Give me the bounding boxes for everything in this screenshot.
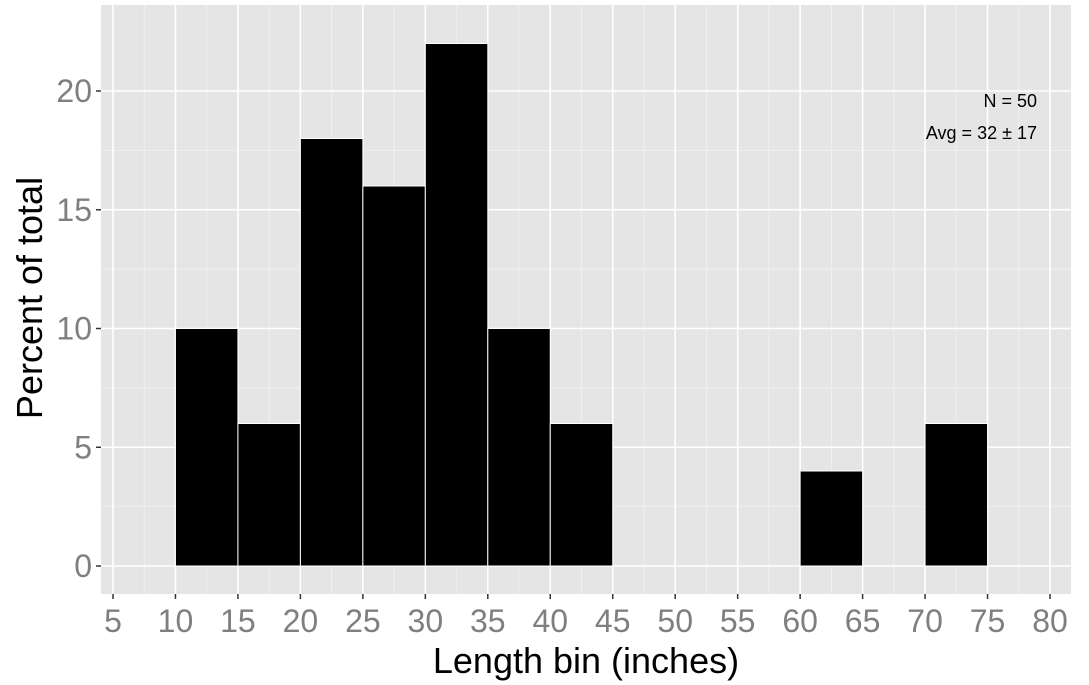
histogram-bar [799,470,864,567]
x-axis-title: Length bin (inches) [433,640,739,681]
x-tick-label: 80 [1032,603,1068,639]
x-tick-label: 70 [907,603,943,639]
histogram-bar [424,43,489,567]
y-tick-label: 5 [74,429,92,465]
histogram-bar [174,328,239,567]
x-tick-label: 35 [470,603,506,639]
x-tick-label: 45 [595,603,631,639]
x-tick-label: 30 [408,603,444,639]
histogram-bar [549,423,614,567]
y-tick-label: 15 [56,192,92,228]
x-tick-label: 20 [283,603,319,639]
histogram-bar [487,328,551,567]
x-tick-label: 65 [845,603,881,639]
x-tick-label: 75 [970,603,1006,639]
x-tick-label: 50 [657,603,693,639]
x-tick-label: 40 [532,603,568,639]
x-tick-label: 55 [720,603,756,639]
y-tick-label: 20 [56,73,92,109]
annotation-average: Avg = 32 ± 17 [926,123,1037,143]
histogram-bars [174,43,989,567]
x-tick-label: 15 [220,603,256,639]
x-tick-label: 25 [345,603,381,639]
y-axis-title: Percent of total [9,177,50,419]
x-axis: 5 10 15 20 25 30 35 40 45 50 55 60 65 70 75 80 [104,594,1068,639]
annotation-n: N = 50 [983,91,1037,111]
histogram-bar [362,185,426,567]
histogram-bar [924,423,989,567]
x-tick-label: 60 [782,603,818,639]
histogram-bar [299,138,364,567]
y-tick-label: 0 [74,548,92,584]
y-tick-label: 10 [56,311,92,347]
x-tick-label: 10 [158,603,194,639]
x-tick-label: 5 [104,603,122,639]
histogram-bar [237,423,301,567]
y-axis: 0 5 10 15 20 [56,73,101,584]
